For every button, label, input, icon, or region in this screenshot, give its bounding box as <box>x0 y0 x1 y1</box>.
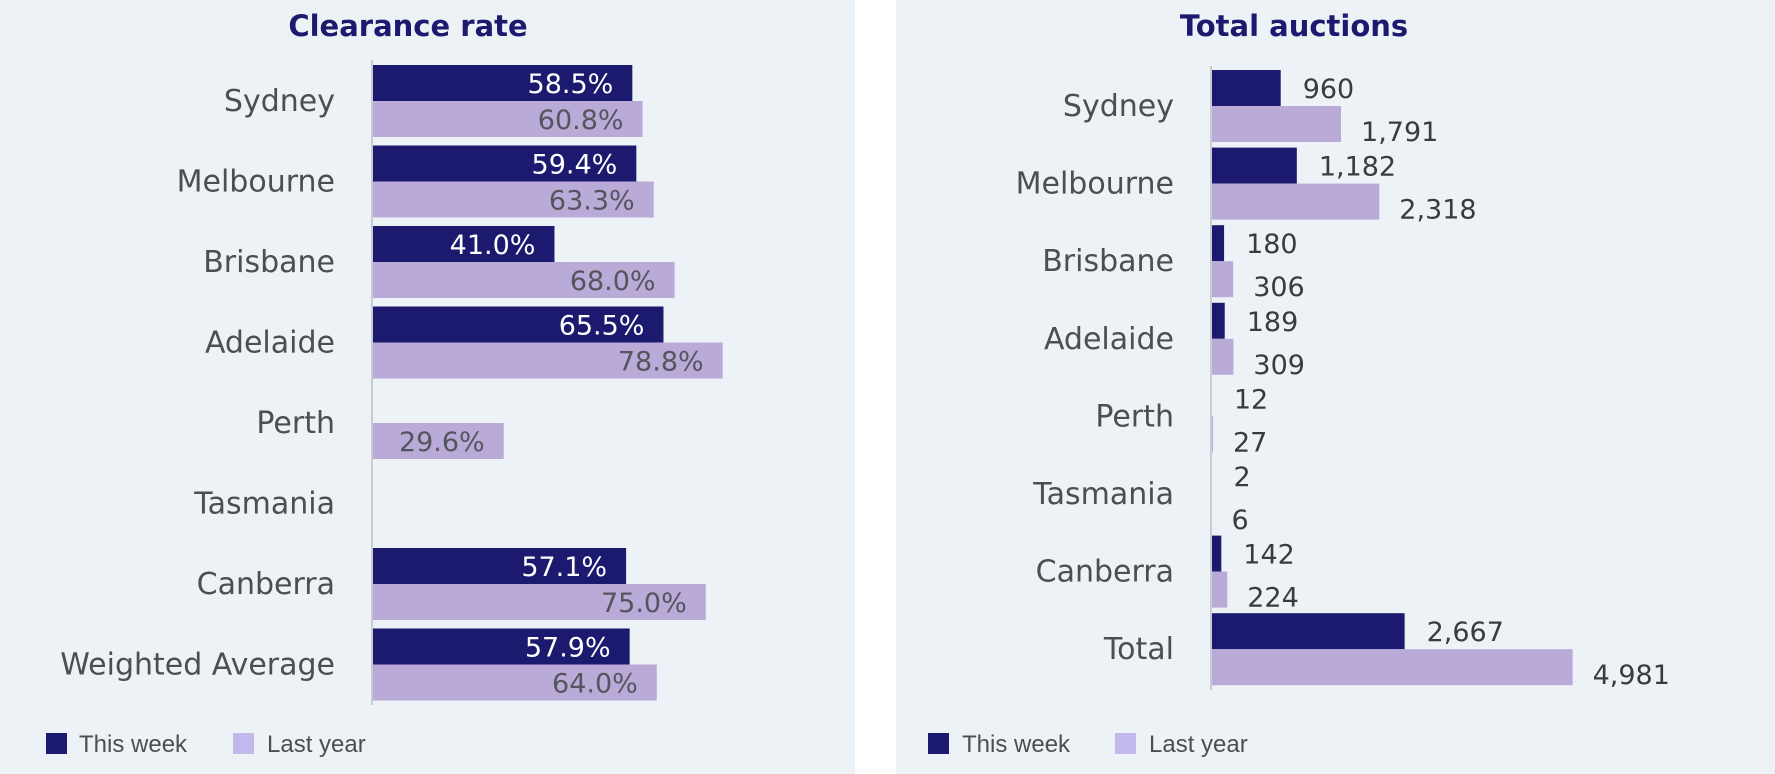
data-label-this-week-canberra: 142 <box>1243 540 1295 571</box>
bar-this-week-sydney <box>372 65 633 101</box>
category-label-brisbane: Brisbane <box>203 245 335 280</box>
category-label-canberra: Canberra <box>197 567 335 602</box>
data-label-this-week-adelaide: 65.5% <box>559 311 645 342</box>
bar-last-year-weighted-average <box>372 664 657 701</box>
legend-label-this-week: This week <box>79 731 188 758</box>
bar-last-year-total <box>1211 649 1573 686</box>
data-label-last-year-perth: 27 <box>1233 427 1267 458</box>
data-label-last-year-canberra: 224 <box>1247 583 1299 614</box>
category-label-canberra: Canberra <box>1036 555 1174 590</box>
legend-swatch-this-week <box>46 733 67 754</box>
data-label-this-week-tasmania: 2 <box>1234 462 1251 493</box>
data-label-last-year-brisbane: 68.0% <box>570 266 656 297</box>
data-label-this-week-total: 2,667 <box>1427 617 1504 648</box>
legend-label-last-year: Last year <box>267 731 366 758</box>
bar-this-week-melbourne <box>1211 147 1297 184</box>
bar-this-week-brisbane <box>1211 225 1225 262</box>
category-label-perth: Perth <box>256 406 335 441</box>
category-label-melbourne: Melbourne <box>1016 167 1174 202</box>
data-label-this-week-brisbane: 41.0% <box>450 230 536 261</box>
data-label-this-week-sydney: 58.5% <box>528 69 614 100</box>
bar-last-year-brisbane <box>1211 261 1234 298</box>
data-label-last-year-canberra: 75.0% <box>601 588 687 619</box>
clearance-rate-panel: Clearance rate Sydney 58.5% 60.8% Melbourne 5… <box>0 0 855 774</box>
legend-swatch-this-week <box>928 733 949 754</box>
total-auctions-panel: Total auctions Sydney 960 1,791 Melbourne 1,1… <box>896 0 1775 774</box>
bar-this-week-melbourne <box>372 145 637 182</box>
category-label-sydney: Sydney <box>224 84 335 119</box>
legend-label-this-week: This week <box>962 731 1071 758</box>
data-label-this-week-melbourne: 1,182 <box>1319 152 1396 183</box>
chart-title: Clearance rate <box>288 9 527 43</box>
data-label-this-week-perth: 12 <box>1234 384 1268 415</box>
bar-last-year-adelaide <box>372 342 723 379</box>
bar-this-week-canberra <box>1211 535 1222 572</box>
data-label-this-week-weighted-average: 57.9% <box>525 633 611 664</box>
bar-this-week-canberra <box>372 548 627 584</box>
clearance-rate-chart: Clearance rate Sydney 58.5% 60.8% Melbourne 5… <box>46 9 723 758</box>
data-label-last-year-sydney: 1,791 <box>1361 117 1438 148</box>
bar-last-year-melbourne <box>372 181 654 218</box>
bar-this-week-adelaide <box>372 306 664 343</box>
category-label-tasmania: Tasmania <box>1032 477 1174 512</box>
category-label-weighted-average: Weighted Average <box>60 648 335 683</box>
data-label-this-week-canberra: 57.1% <box>521 552 607 583</box>
bar-this-week-sydney <box>1211 70 1281 106</box>
legend-swatch-last-year <box>233 733 254 754</box>
bar-this-week-brisbane <box>372 226 555 262</box>
bar-last-year-canberra <box>372 584 706 620</box>
category-label-melbourne: Melbourne <box>177 165 335 200</box>
bar-this-week-adelaide <box>1211 302 1225 339</box>
chart-title: Total auctions <box>1180 9 1408 43</box>
data-label-this-week-brisbane: 180 <box>1246 229 1298 260</box>
data-label-last-year-tasmania: 6 <box>1232 505 1249 536</box>
data-label-last-year-adelaide: 78.8% <box>618 347 704 378</box>
data-label-last-year-melbourne: 63.3% <box>549 186 635 217</box>
category-label-total: Total <box>1103 632 1174 667</box>
category-label-sydney: Sydney <box>1063 89 1174 124</box>
data-label-this-week-melbourne: 59.4% <box>532 150 618 181</box>
category-label-brisbane: Brisbane <box>1042 244 1174 279</box>
data-label-this-week-adelaide: 189 <box>1247 307 1299 338</box>
data-label-last-year-total: 4,981 <box>1593 660 1670 691</box>
bar-this-week-weighted-average <box>372 628 630 665</box>
bar-last-year-canberra <box>1211 571 1228 608</box>
legend-label-last-year: Last year <box>1149 731 1248 758</box>
category-label-tasmania: Tasmania <box>193 487 335 522</box>
data-label-last-year-sydney: 60.8% <box>538 105 624 136</box>
bar-last-year-sydney <box>1211 106 1342 142</box>
bar-last-year-perth <box>372 423 504 459</box>
data-label-this-week-sydney: 960 <box>1303 74 1355 105</box>
bar-last-year-melbourne <box>1211 183 1380 220</box>
data-label-last-year-adelaide: 309 <box>1253 350 1305 381</box>
bar-this-week-total <box>1211 613 1405 650</box>
bar-last-year-sydney <box>372 101 643 137</box>
category-label-adelaide: Adelaide <box>1044 322 1174 357</box>
bar-last-year-adelaide <box>1211 338 1234 375</box>
bar-last-year-brisbane <box>372 262 675 298</box>
data-label-last-year-melbourne: 2,318 <box>1399 195 1476 226</box>
category-label-adelaide: Adelaide <box>205 326 335 361</box>
data-label-last-year-brisbane: 306 <box>1253 272 1305 303</box>
legend-swatch-last-year <box>1115 733 1136 754</box>
data-label-last-year-weighted-average: 64.0% <box>552 669 638 700</box>
category-label-perth: Perth <box>1095 399 1174 434</box>
data-label-last-year-perth: 29.6% <box>399 427 485 458</box>
